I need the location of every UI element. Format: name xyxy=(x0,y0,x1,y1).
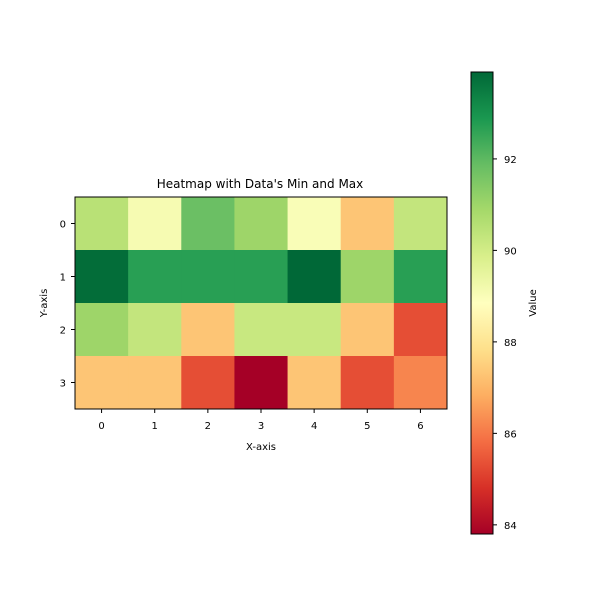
heatmap-cell xyxy=(128,356,182,410)
heatmap-cell xyxy=(287,250,342,304)
heatmap-cell xyxy=(181,197,235,251)
heatmap-cell xyxy=(128,303,182,357)
colorbar-tick-label: 90 xyxy=(504,246,517,257)
y-tick-label: 3 xyxy=(60,379,66,390)
x-tick-label: 1 xyxy=(152,421,158,432)
x-tick-label: 0 xyxy=(98,421,104,432)
colorbar xyxy=(470,71,494,535)
heatmap-cell xyxy=(128,250,182,304)
x-tick-label: 4 xyxy=(311,421,317,432)
heatmap-cell xyxy=(75,197,129,251)
x-tick-label: 3 xyxy=(258,421,264,432)
heatmap-cell xyxy=(340,250,395,304)
heatmap-cell xyxy=(393,356,448,410)
y-tick-label: 0 xyxy=(60,220,66,231)
heatmap-cell xyxy=(287,303,342,357)
heatmap-cell xyxy=(393,303,448,357)
heatmap-cell xyxy=(75,250,129,304)
y-tick-label: 1 xyxy=(60,273,66,284)
x-tick-label: 5 xyxy=(364,421,370,432)
heatmap-cell xyxy=(234,303,289,357)
heatmap-cells xyxy=(75,197,448,410)
heatmap-cell xyxy=(181,356,235,410)
heatmap-cell xyxy=(181,250,235,304)
heatmap-cell xyxy=(287,197,342,251)
heatmap-cell xyxy=(234,356,289,410)
heatmap-cell xyxy=(287,356,342,410)
y-axis-label: Y-axis xyxy=(39,289,50,319)
heatmap-cell xyxy=(128,197,182,251)
heatmap-cell xyxy=(340,356,395,410)
heatmap-cell xyxy=(393,250,448,304)
heatmap-cell xyxy=(393,197,448,251)
y-axis: 0 1 2 3 xyxy=(60,220,75,390)
heatmap-cell xyxy=(181,303,235,357)
colorbar-ticks: 84 86 88 90 92 xyxy=(493,155,517,532)
heatmap-cell xyxy=(340,303,395,357)
colorbar-label: Value xyxy=(528,289,539,316)
colorbar-tick-label: 86 xyxy=(504,429,517,440)
heatmap-cell xyxy=(75,303,129,357)
colorbar-tick-label: 84 xyxy=(504,521,517,532)
x-axis-label: X-axis xyxy=(246,442,276,453)
heatmap-cell xyxy=(340,197,395,251)
chart-title: Heatmap with Data's Min and Max xyxy=(157,177,364,191)
x-axis: 0 1 2 3 4 5 6 xyxy=(98,409,424,432)
heatmap-cell xyxy=(234,250,289,304)
x-tick-label: 6 xyxy=(417,421,423,432)
heatmap-cell xyxy=(75,356,129,410)
colorbar-tick-label: 92 xyxy=(504,155,517,166)
heatmap-cell xyxy=(234,197,289,251)
colorbar-tick-label: 88 xyxy=(504,338,517,349)
x-tick-label: 2 xyxy=(205,421,211,432)
y-tick-label: 2 xyxy=(60,326,66,337)
